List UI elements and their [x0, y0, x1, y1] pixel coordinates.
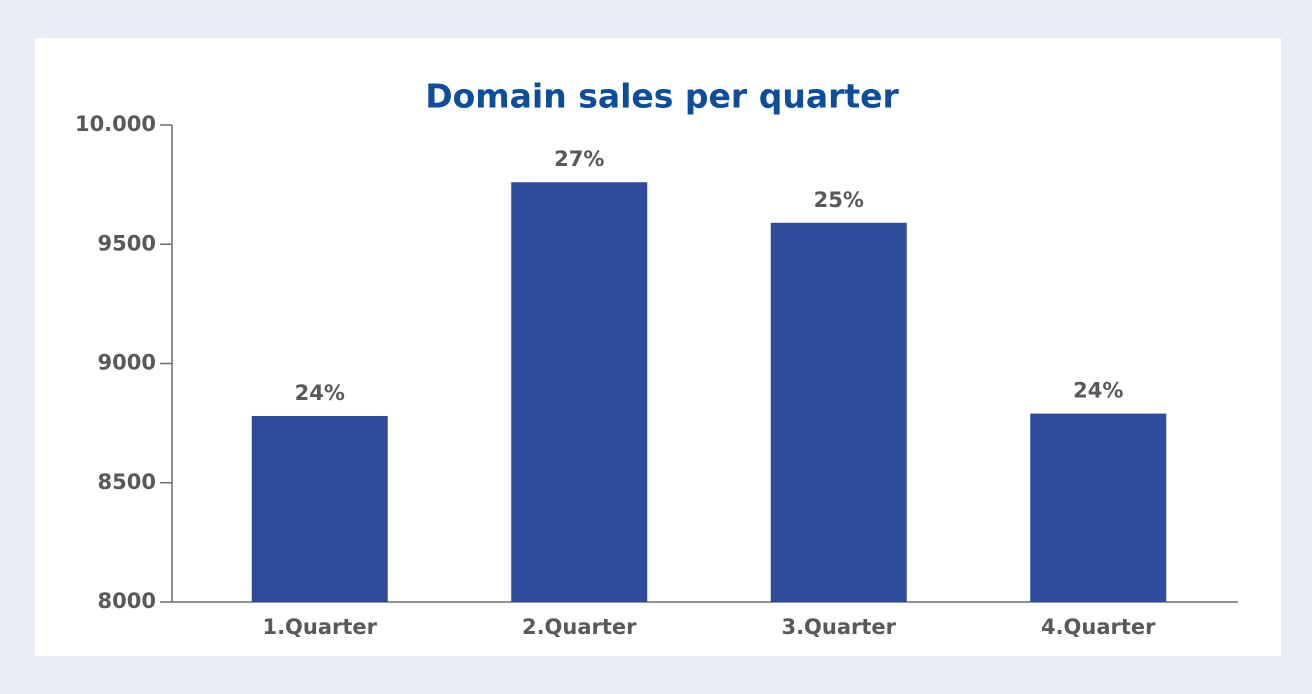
bar — [1030, 413, 1167, 602]
data-label: 27% — [554, 147, 604, 171]
x-tick-label: 1.Quarter — [262, 615, 377, 639]
data-label: 24% — [1073, 379, 1123, 403]
chart-title: Domain sales per quarter — [425, 77, 899, 116]
x-tick-label: 4.Quarter — [1041, 615, 1156, 639]
y-tick-label: 9500 — [98, 231, 156, 255]
y-tick-label: 8000 — [98, 589, 156, 613]
x-tick-label: 2.Quarter — [522, 615, 637, 639]
y-tick-label: 9000 — [98, 351, 156, 375]
bar — [770, 222, 907, 602]
bar — [251, 415, 388, 602]
data-label: 24% — [295, 381, 345, 405]
y-tick-label: 10.000 — [75, 112, 156, 136]
x-tick-label: 3.Quarter — [781, 615, 896, 639]
y-tick-label: 8500 — [98, 470, 156, 494]
data-label: 25% — [814, 188, 864, 212]
bar — [511, 182, 648, 603]
